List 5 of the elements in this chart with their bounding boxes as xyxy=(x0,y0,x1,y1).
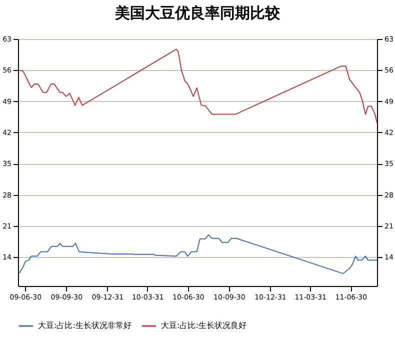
chart-title: 美国大豆优良率同期比较 xyxy=(114,4,281,22)
line-series xyxy=(18,234,378,274)
legend-label: 大豆:占比:生长状况良好 xyxy=(161,321,246,330)
line-series xyxy=(18,48,378,124)
legend-label: 大豆:占比:生长状况非常好 xyxy=(38,321,132,330)
